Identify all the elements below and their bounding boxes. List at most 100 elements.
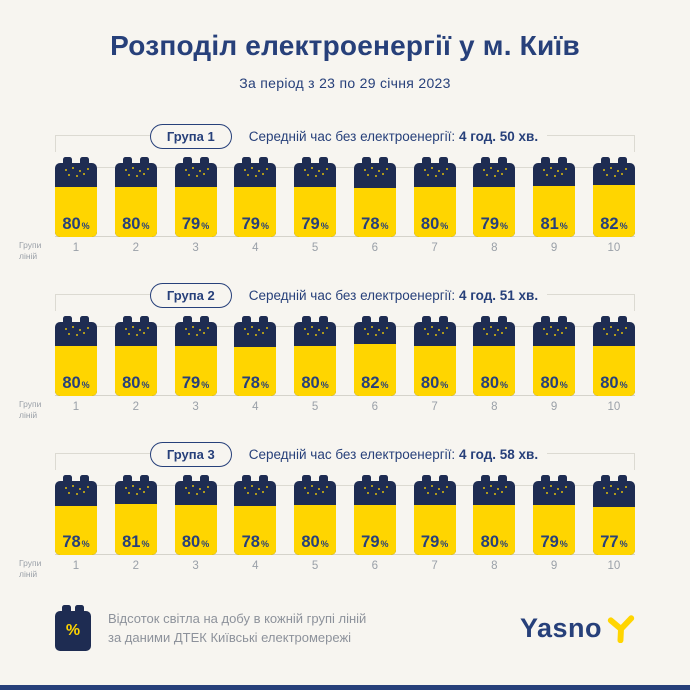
- battery-terminal: [242, 157, 252, 163]
- battery-terminals: [234, 475, 276, 481]
- infographic-page: Розподіл електроенергії у м. Київ За пер…: [0, 30, 690, 690]
- battery-percent: 82%: [593, 215, 635, 233]
- x-axis: Групи ліній 1 2 3 4 5 6 7 8 9 10: [19, 399, 635, 420]
- battery-body: 80%: [533, 322, 576, 396]
- battery-terminal: [182, 316, 192, 322]
- sparkle-dots-icon: [302, 485, 304, 487]
- battery-fill: [413, 186, 456, 237]
- battery-percent: 79%: [354, 532, 396, 551]
- battery-body: 80%: [114, 163, 157, 237]
- battery-body: 80%: [174, 481, 217, 555]
- battery-terminal: [319, 157, 329, 163]
- battery-icon: 79%: [174, 316, 217, 396]
- battery-icon: 78%: [55, 475, 97, 555]
- percent-sign: %: [440, 220, 449, 231]
- percent-sign: %: [260, 379, 269, 390]
- battery-body: 80%: [592, 322, 635, 396]
- percent-sign: %: [380, 538, 389, 549]
- tick-label: 5: [311, 242, 319, 254]
- battery-fill: [473, 504, 516, 555]
- battery-terminal: [75, 605, 84, 611]
- percent-value: 78: [241, 532, 260, 551]
- battery-percent: 81%: [115, 533, 157, 551]
- percent-sign: %: [201, 220, 210, 231]
- battery-terminal: [600, 475, 610, 481]
- tick-label: 9: [550, 560, 558, 572]
- battery-icon-body: %: [55, 611, 91, 651]
- tick-label: 7: [431, 401, 438, 413]
- battery-terminals: [414, 316, 456, 322]
- battery-terminal: [498, 475, 508, 481]
- battery-percent: 81%: [533, 215, 575, 233]
- tick-label: 4: [252, 242, 259, 254]
- header-connector-right: [547, 135, 635, 152]
- battery-row: 78% 81% 80% 78% 80% 79% 79% 80% 79% 77%: [55, 475, 635, 555]
- battery-terminal: [378, 157, 388, 163]
- percent-sign: %: [320, 379, 329, 390]
- tick-label: 1: [72, 560, 80, 572]
- battery-percent: 82%: [354, 374, 396, 392]
- percent-value: 79: [181, 214, 201, 233]
- sparkle-dots-icon: [362, 326, 364, 328]
- battery-chart: 80% 80% 79% 78% 80% 82% 80% 80% 80% 80%: [55, 316, 635, 396]
- battery-terminals: [115, 475, 157, 481]
- battery-terminal: [421, 475, 431, 481]
- percent-value: 80: [122, 214, 141, 233]
- battery-icon: 79%: [174, 157, 217, 237]
- tick-label: 6: [371, 401, 379, 413]
- battery-terminal: [421, 316, 431, 322]
- battery-terminal: [182, 157, 192, 163]
- battery-terminal: [199, 475, 209, 481]
- footer-note-line1: Відсоток світла на добу в кожній групі л…: [108, 610, 367, 626]
- percent-sign: %: [380, 379, 389, 390]
- tick-label: 10: [607, 401, 621, 413]
- tick-label: 7: [431, 242, 438, 254]
- battery-fill: [533, 186, 576, 237]
- battery-fill: [294, 345, 337, 396]
- battery-fill: [533, 505, 576, 555]
- battery-body: 79%: [353, 481, 396, 555]
- tick-label: 10: [607, 560, 621, 572]
- gridline-baseline: [55, 554, 635, 555]
- battery-body: 78%: [234, 481, 277, 555]
- battery-percent: 79%: [175, 214, 217, 233]
- battery-terminal: [558, 157, 568, 163]
- tick-label: 3: [192, 242, 199, 254]
- percent-value: 80: [181, 532, 201, 551]
- battery-icon: 82%: [353, 316, 396, 396]
- battery-percent: 80%: [175, 532, 217, 551]
- battery-terminal: [558, 316, 568, 322]
- x-axis: Групи ліній 1 2 3 4 5 6 7 8 9 10: [19, 558, 635, 579]
- group-header: Група 3 Середній час без електроенергії: …: [55, 439, 635, 470]
- axis-label-line1: Групи: [19, 240, 42, 250]
- battery-terminal: [63, 316, 72, 322]
- sparkle-dots-icon: [183, 485, 185, 487]
- percent-value: 79: [361, 532, 380, 551]
- battery-percent-icon: %: [55, 605, 91, 651]
- battery-terminal: [122, 316, 132, 322]
- battery-fill: [234, 346, 277, 396]
- battery-terminals: [175, 316, 217, 322]
- percent-value: 79: [241, 214, 260, 233]
- battery-icon: 80%: [55, 157, 97, 237]
- percent-sign: %: [81, 220, 90, 231]
- avg-outage-label: Середній час без електроенергії:: [248, 287, 459, 303]
- sparkle-dots-icon: [541, 485, 543, 487]
- gridline-baseline: [55, 236, 635, 237]
- battery-terminal: [242, 316, 252, 322]
- x-axis: Групи ліній 1 2 3 4 5 6 7 8 9 10: [19, 240, 635, 261]
- tick-label: 4: [252, 401, 259, 413]
- percent-sign: %: [141, 220, 150, 231]
- group-section: Група 2 Середній час без електроенергії: …: [19, 280, 635, 420]
- battery-terminal: [481, 475, 491, 481]
- battery-terminals: [294, 316, 336, 322]
- percent-sign: %: [201, 538, 210, 549]
- battery-percent: 80%: [593, 374, 635, 392]
- battery-body: 78%: [234, 322, 277, 396]
- sparkle-dots-icon: [302, 326, 304, 328]
- battery-body: 79%: [533, 481, 576, 555]
- battery-terminals: [533, 475, 575, 481]
- battery-percent: 78%: [354, 215, 396, 233]
- battery-fill: [413, 505, 456, 555]
- battery-terminals: [473, 475, 515, 481]
